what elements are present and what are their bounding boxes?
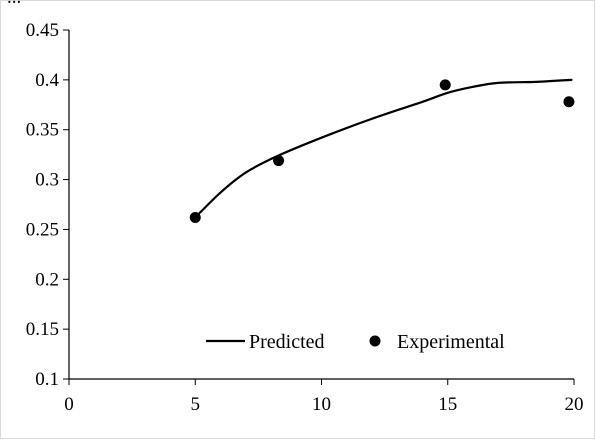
y-axis-tick-label: 0.2 xyxy=(35,269,59,290)
chart-tick-layer: 0.1 0.15 0.2 0.25 0.3 0.35 0.4 0.45 0 5 10 15 20 xyxy=(26,20,584,415)
chart-series-layer xyxy=(189,78,575,223)
y-axis-tick-label: 0.25 xyxy=(26,219,59,240)
experimental-data-point xyxy=(563,96,575,108)
x-axis-tick-label: 0 xyxy=(64,394,74,415)
y-axis-tick-label: 0.15 xyxy=(26,319,59,340)
y-axis-tick-label: 0.35 xyxy=(26,120,59,141)
legend-experimental-label: Experimental xyxy=(397,331,505,353)
x-axis-tick-label: 15 xyxy=(438,394,457,415)
experimental-data-point xyxy=(189,211,201,223)
legend-experimental-marker xyxy=(369,335,381,347)
x-axis-tick-label: 10 xyxy=(312,394,331,415)
y-axis-tick-label: 0.3 xyxy=(35,170,59,191)
x-axis-tick-label: 5 xyxy=(191,394,201,415)
y-axis-tick-label: 0.1 xyxy=(35,369,59,390)
predicted-series-line xyxy=(194,78,573,219)
y-axis-tick-label: 0.45 xyxy=(26,20,59,41)
chart-legend: Predicted Experimental xyxy=(206,331,505,353)
experimental-data-point xyxy=(273,155,285,167)
experimental-data-point xyxy=(439,79,451,91)
x-axis-tick-label: 20 xyxy=(565,394,584,415)
legend-predicted-label: Predicted xyxy=(249,331,325,353)
y-axis-tick-label: 0.4 xyxy=(35,70,59,91)
